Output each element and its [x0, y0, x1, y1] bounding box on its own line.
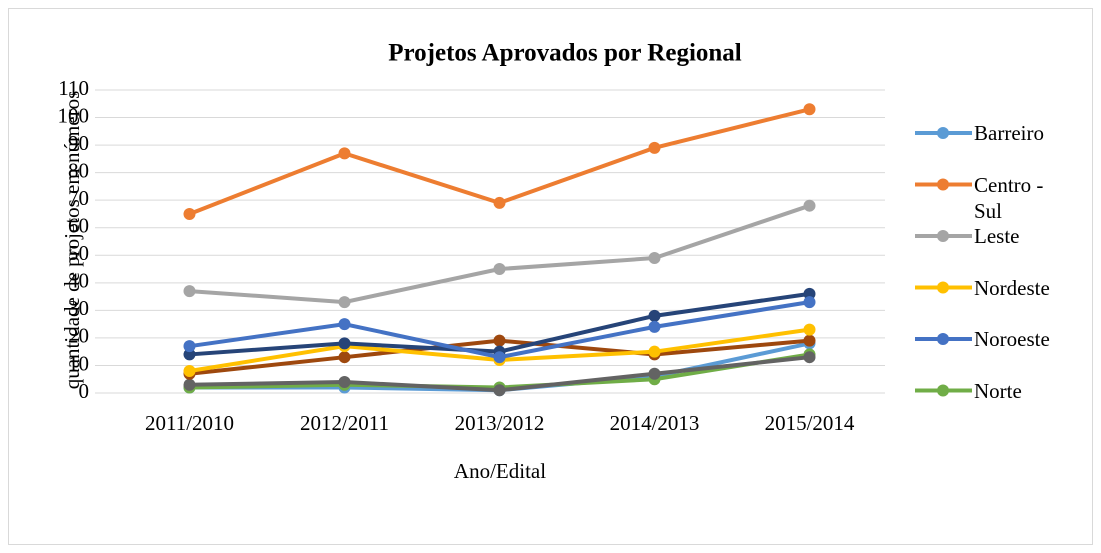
- y-tick-label: 0: [79, 379, 90, 403]
- y-axis-label: quantidade de projetos em números: [60, 91, 84, 390]
- data-point: [338, 351, 351, 364]
- legend-marker: [937, 281, 949, 294]
- x-tick-label: 2013/2012: [455, 411, 545, 435]
- data-point: [183, 364, 196, 377]
- data-point: [493, 334, 506, 347]
- y-tick-label: 50: [68, 241, 89, 265]
- data-point: [493, 196, 506, 209]
- data-point: [648, 345, 661, 358]
- data-point: [648, 141, 661, 154]
- y-tick-label: 30: [68, 296, 89, 320]
- y-tick-label: 40: [68, 269, 89, 293]
- data-point: [338, 375, 351, 388]
- legend-marker: [937, 127, 949, 139]
- data-point: [183, 348, 196, 361]
- legend-label: Centro - Sul: [974, 172, 1044, 223]
- legend-label: Leste: [974, 224, 1020, 248]
- legend-label: Barreiro: [974, 121, 1044, 145]
- data-point: [648, 367, 661, 380]
- y-tick-label: 100: [58, 103, 90, 127]
- chart-title: Projetos Aprovados por Regional: [388, 40, 742, 67]
- y-tick-label: 70: [68, 186, 89, 210]
- data-point: [648, 320, 661, 333]
- data-point: [648, 309, 661, 322]
- y-tick-label: 110: [58, 76, 89, 100]
- legend-marker: [937, 333, 949, 345]
- data-point: [338, 337, 351, 350]
- x-axis-label: Ano/Edital: [454, 459, 546, 483]
- data-point: [803, 103, 816, 116]
- x-tick-label: 2012/2011: [300, 411, 389, 435]
- data-point: [803, 199, 816, 212]
- data-point: [803, 351, 816, 364]
- data-point: [803, 334, 816, 347]
- y-tick-label: 60: [68, 214, 89, 238]
- y-tick-label: 10: [68, 351, 89, 375]
- data-point: [183, 285, 196, 298]
- chart-border: [8, 8, 1093, 545]
- data-point: [803, 296, 816, 309]
- data-point: [493, 351, 506, 364]
- x-tick-label: 2014/2013: [610, 411, 700, 435]
- x-tick-label: 2015/2014: [765, 411, 855, 435]
- y-tick-label: 90: [68, 131, 89, 155]
- data-point: [338, 147, 351, 160]
- y-tick-label: 20: [68, 324, 89, 348]
- data-point: [338, 296, 351, 309]
- data-point: [648, 252, 661, 265]
- legend-marker: [937, 384, 949, 397]
- data-point: [493, 384, 506, 397]
- data-point: [183, 378, 196, 391]
- data-point: [493, 263, 506, 276]
- legend-label: Nordeste: [974, 275, 1050, 300]
- data-point: [338, 318, 351, 331]
- legend-label: Norte: [974, 378, 1022, 403]
- y-tick-label: 80: [68, 158, 89, 182]
- legend-marker: [937, 178, 949, 191]
- legend-marker: [937, 230, 949, 242]
- data-point: [183, 340, 196, 353]
- x-tick-label: 2011/2010: [145, 411, 234, 435]
- legend-label: Noroeste: [974, 327, 1050, 351]
- data-point: [183, 207, 196, 220]
- data-point: [803, 287, 816, 300]
- data-point: [803, 323, 816, 336]
